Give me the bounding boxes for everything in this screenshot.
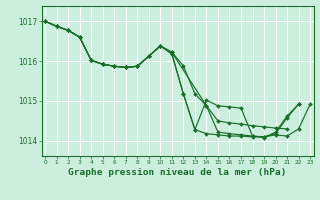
X-axis label: Graphe pression niveau de la mer (hPa): Graphe pression niveau de la mer (hPa) <box>68 168 287 177</box>
